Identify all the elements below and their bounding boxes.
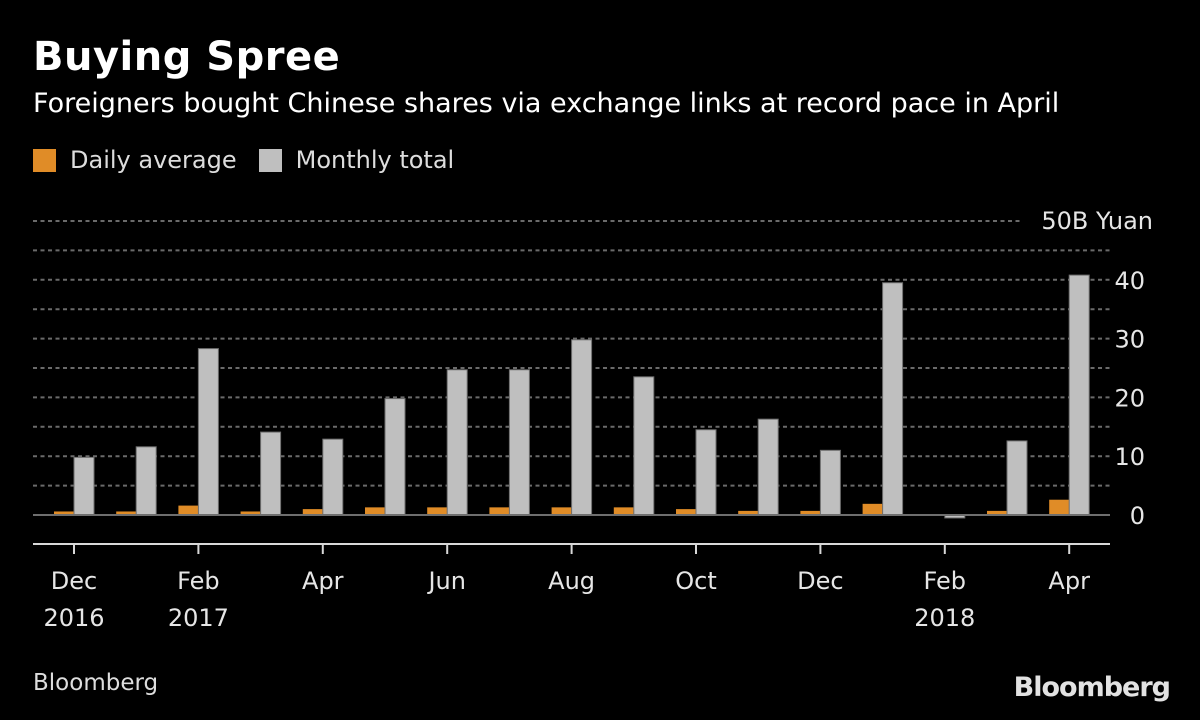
- bar-daily-average: [987, 510, 1007, 515]
- bar-daily-average: [116, 511, 137, 515]
- legend-label: Monthly total: [295, 146, 455, 174]
- bar-daily-average: [365, 507, 385, 515]
- x-tick-year-label: 2018: [914, 604, 975, 632]
- legend-swatch-daily-average: [33, 148, 56, 172]
- bar-daily-average: [551, 507, 572, 515]
- x-tick-label: Feb: [177, 567, 220, 595]
- x-tick-label: Dec: [797, 567, 843, 595]
- source-label: Bloomberg: [33, 670, 159, 696]
- x-tick-label: Jun: [426, 567, 466, 595]
- bar-daily-average: [800, 510, 821, 515]
- y-tick-label: 20: [1114, 384, 1145, 412]
- bar-monthly-total: [135, 446, 157, 516]
- x-tick-year-label: 2017: [168, 604, 229, 632]
- bar-monthly-total: [260, 431, 282, 516]
- bar-monthly-total: [73, 456, 95, 516]
- y-tick-label: 40: [1114, 267, 1145, 295]
- bar-monthly-total: [695, 429, 717, 516]
- bar-daily-average: [54, 511, 74, 515]
- x-tick-label: Apr: [302, 567, 344, 595]
- legend: Daily average Monthly total: [33, 146, 476, 174]
- x-tick-label: Oct: [675, 567, 717, 595]
- legend-item-monthly-total: Monthly total: [258, 146, 455, 174]
- chart-title: Buying Spree: [33, 34, 341, 80]
- bar-monthly-total: [197, 348, 219, 516]
- legend-swatch-monthly-total: [258, 148, 282, 172]
- bar-daily-average: [1049, 499, 1070, 515]
- bar-monthly-total: [384, 398, 406, 516]
- bar-monthly-total: [1068, 274, 1090, 516]
- y-tick-label: 10: [1114, 443, 1145, 471]
- x-tick-year-label: 2016: [43, 604, 104, 632]
- bar-daily-average: [613, 507, 634, 515]
- x-tick-label: Feb: [924, 567, 967, 595]
- bar-daily-average: [240, 511, 261, 515]
- x-tick-label: Dec: [51, 567, 97, 595]
- bar-daily-average: [178, 505, 199, 515]
- bar-monthly-total: [819, 449, 841, 516]
- bar-monthly-total: [508, 369, 530, 516]
- bar-daily-average: [302, 509, 323, 515]
- bar-daily-average: [489, 507, 510, 515]
- bar-monthly-total: [1006, 440, 1028, 516]
- legend-label: Daily average: [70, 146, 237, 174]
- bar-monthly-total: [446, 369, 468, 516]
- bar-monthly-total: [633, 376, 655, 516]
- x-tick-label: Apr: [1048, 567, 1090, 595]
- chart-subtitle: Foreigners bought Chinese shares via exc…: [33, 88, 1060, 119]
- bar-daily-average: [862, 503, 883, 515]
- legend-item-daily-average: Daily average: [33, 146, 237, 174]
- bar-monthly-total: [757, 418, 779, 516]
- bar-daily-average: [738, 510, 759, 515]
- bar-daily-average: [676, 509, 696, 515]
- y-tick-label: 30: [1114, 326, 1145, 354]
- y-unit-label: 50B Yuan: [1041, 207, 1153, 235]
- bar-monthly-total: [571, 339, 593, 516]
- bar-monthly-total: [322, 438, 344, 516]
- bloomberg-logo: Bloomberg: [1013, 672, 1171, 703]
- bar-daily-average: [427, 507, 448, 515]
- bar-monthly-total: [882, 282, 904, 516]
- x-tick-label: Aug: [548, 567, 595, 595]
- y-tick-label: 0: [1130, 502, 1145, 530]
